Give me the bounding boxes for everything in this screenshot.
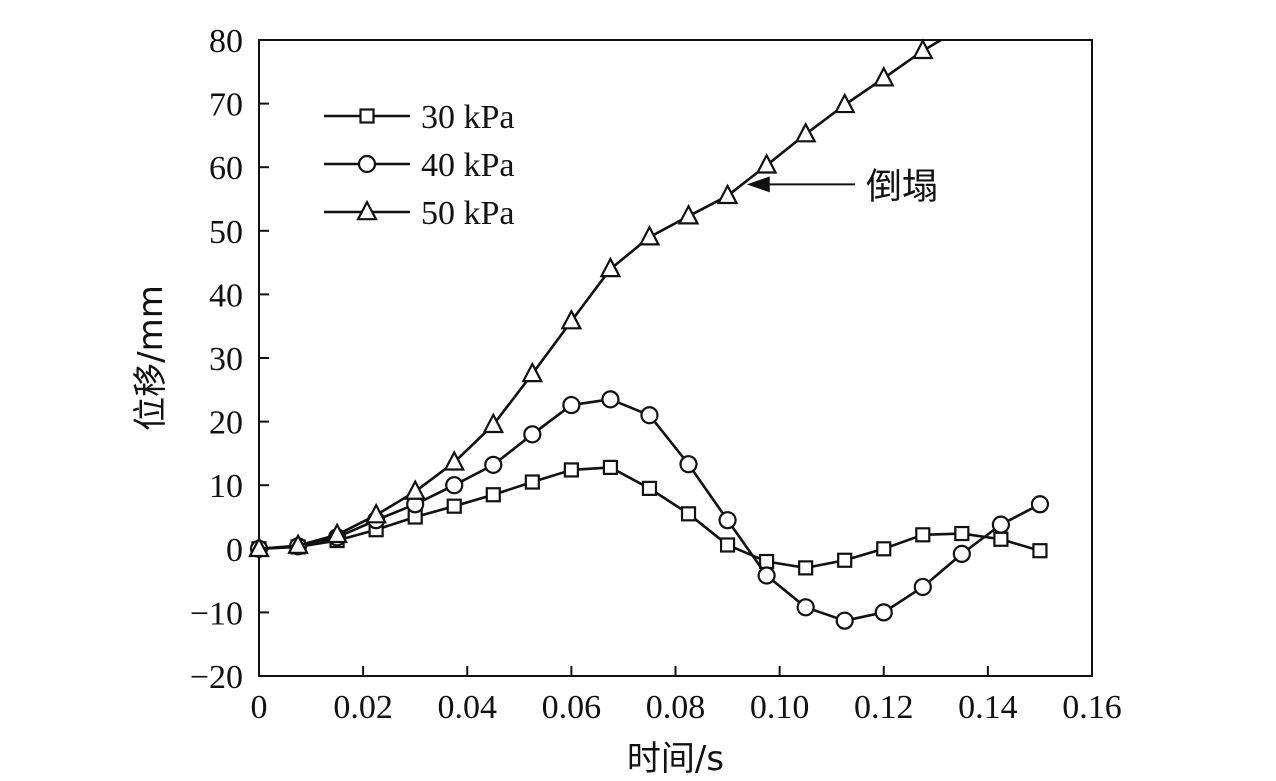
x-tick-label: 0 [251, 689, 268, 726]
data-point-circle [523, 425, 542, 444]
data-point-triangle [755, 153, 778, 174]
annotation-arrow-head [746, 176, 770, 193]
data-point-triangle [326, 522, 348, 544]
data-point-triangle [482, 412, 505, 434]
data-point-triangle [287, 533, 309, 554]
data-point-square [759, 553, 775, 570]
legend-marker-circle [357, 154, 377, 174]
data-point-triangle [638, 224, 661, 246]
y-tick-label: −10 [190, 595, 243, 632]
data-point-square [837, 552, 853, 568]
x-tick-label: 0.12 [854, 689, 914, 726]
legend-label: 30 kPa [421, 99, 515, 136]
data-point-square [680, 506, 697, 522]
data-point-circle [562, 395, 581, 415]
data-point-circle [640, 406, 659, 425]
data-point-circle [718, 511, 737, 530]
series-circle [249, 390, 1050, 630]
data-point-circle [679, 455, 698, 474]
data-point-triangle [248, 536, 270, 558]
data-point-square [602, 459, 619, 475]
annotation-label: 倒塌 [866, 166, 938, 207]
legend-item-triangle: 50 kPa [324, 195, 515, 232]
data-point-triangle [599, 256, 622, 278]
data-point-circle [1030, 495, 1050, 514]
data-point-square [876, 541, 892, 557]
legend-item-circle: 40 kPa [324, 147, 515, 184]
series-triangle [248, 38, 942, 558]
data-point-circle [757, 566, 776, 585]
plot-frame [258, 39, 1093, 677]
y-tick-label: 40 [209, 277, 243, 314]
y-tick-label: 20 [209, 405, 243, 442]
x-tick-label: 0.08 [646, 689, 706, 726]
data-point-square [719, 537, 736, 553]
collapse-annotation: 倒塌 [746, 166, 938, 207]
data-point-square [485, 487, 501, 503]
data-point-circle [484, 455, 503, 474]
data-point-circle [835, 611, 854, 630]
x-tick-label: 0.02 [333, 689, 393, 726]
y-tick-label: 50 [209, 214, 243, 251]
data-point-circle [874, 603, 893, 622]
data-point-triangle [404, 479, 427, 500]
data-point-triangle [521, 361, 544, 383]
y-axis-title: 位移/mm [131, 285, 171, 431]
legend-marker-square [359, 108, 375, 124]
legend-label: 40 kPa [421, 147, 515, 184]
data-point-square [993, 531, 1009, 547]
data-point-triangle [872, 65, 895, 87]
data-point-triangle [794, 121, 817, 143]
y-tick-label: 0 [226, 532, 243, 569]
y-tick-label: 80 [209, 23, 243, 60]
y-tick-label: 60 [209, 150, 243, 187]
x-tick-label: 0.06 [542, 689, 602, 726]
data-point-square [1032, 543, 1048, 559]
legend-label: 50 kPa [421, 195, 515, 232]
data-point-circle [445, 476, 464, 495]
data-point-triangle [443, 450, 466, 471]
legend-item-square: 30 kPa [324, 99, 515, 136]
legend-marker-triangle [356, 199, 378, 221]
data-point-square [641, 480, 658, 496]
data-point-square [446, 498, 462, 514]
data-point-triangle [677, 203, 700, 225]
data-point-triangle [365, 502, 387, 524]
data-point-triangle [560, 308, 583, 330]
data-point-square [524, 474, 540, 490]
y-tick-label: 70 [209, 87, 243, 124]
y-tick-label: 30 [209, 341, 243, 378]
data-point-square [563, 462, 579, 478]
data-point-square [954, 525, 970, 542]
x-tick-label: 0.10 [750, 689, 810, 726]
data-point-triangle [833, 92, 856, 114]
x-tick-label: 0.16 [1062, 689, 1122, 726]
data-point-circle [952, 544, 971, 563]
data-point-circle [601, 390, 620, 409]
x-tick-label: 0.04 [438, 689, 498, 726]
y-tick-label: −20 [190, 659, 243, 696]
data-point-circle [796, 598, 815, 617]
data-point-square [798, 560, 814, 576]
data-point-triangle [716, 183, 739, 205]
y-tick-label: 10 [209, 468, 243, 505]
data-point-circle [913, 577, 932, 597]
data-point-triangle [911, 38, 934, 60]
x-axis-title: 时间/s [627, 739, 724, 779]
data-point-square [915, 527, 931, 543]
data-point-circle [991, 515, 1010, 534]
x-tick-label: 0.14 [958, 689, 1018, 726]
